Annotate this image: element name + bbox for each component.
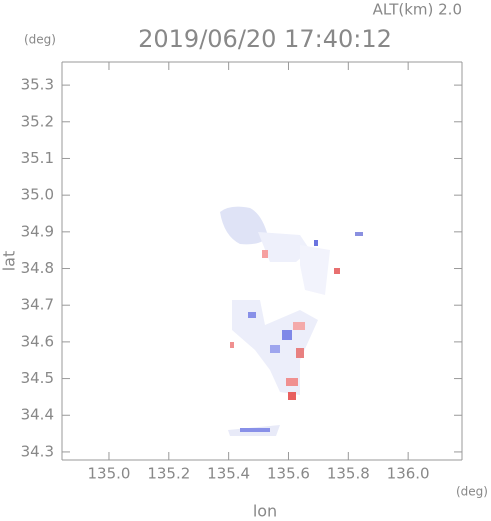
x-tick-label: 135.0 (87, 465, 130, 483)
x-axis-label: lon (253, 502, 277, 521)
x-tick-label: 136.0 (387, 465, 430, 483)
y-tick-label: 35.1 (21, 149, 54, 167)
y-tick-label: 34.3 (21, 442, 54, 460)
echo-field (220, 206, 363, 436)
y-tick-label: 34.9 (21, 222, 54, 240)
plot-frame (61, 61, 463, 461)
y-tick-label: 34.5 (21, 369, 54, 387)
y-tick-label: 35.3 (21, 76, 54, 94)
y-tick-label: 34.7 (21, 296, 54, 314)
y-tick-label: 34.8 (21, 259, 54, 277)
y-tick-label: 35.0 (21, 186, 54, 204)
y-unit: (deg) (24, 33, 56, 47)
y-tick-label: 34.4 (21, 406, 54, 424)
y-tick-label: 35.2 (21, 112, 54, 130)
x-unit: (deg) (456, 485, 488, 499)
x-tick-label: 135.6 (267, 465, 310, 483)
chart-title: 2019/06/20 17:40:12 (138, 25, 392, 53)
x-tick-label: 135.8 (327, 465, 370, 483)
x-tick-label: 135.2 (147, 465, 190, 483)
x-tick-label: 135.4 (207, 465, 250, 483)
annotation: ALT(km) 2.0 (373, 1, 462, 19)
y-axis-label: lat (0, 251, 19, 272)
y-tick-label: 34.6 (21, 332, 54, 350)
